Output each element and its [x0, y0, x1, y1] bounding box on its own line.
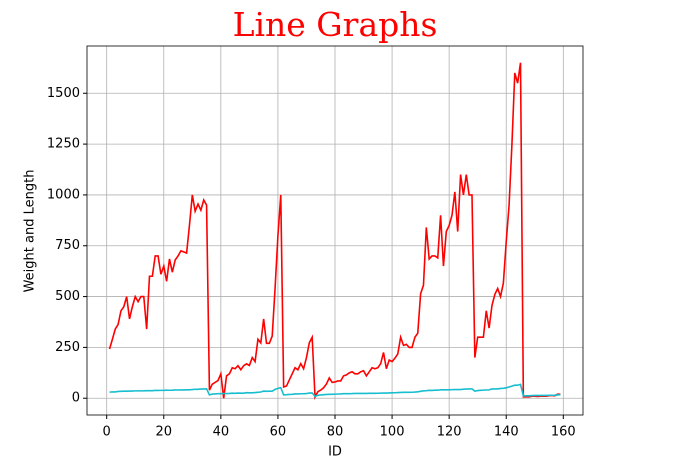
x-tick-label: 80	[327, 425, 344, 440]
y-tick-label: 1000	[47, 187, 80, 202]
chart-title: Line Graphs	[233, 5, 438, 44]
y-tick-label: 1500	[47, 86, 80, 101]
line-series	[108, 62, 561, 400]
y-tick-label: 750	[55, 238, 80, 253]
x-tick-label: 40	[213, 425, 230, 440]
y-tick-label: 0	[72, 391, 80, 406]
x-tick-label: 100	[380, 425, 405, 440]
line-series	[109, 383, 561, 398]
x-axis-label: ID	[328, 445, 342, 460]
x-tick-label: 60	[270, 425, 287, 440]
y-tick-label: 500	[55, 289, 80, 304]
x-tick-label: 160	[551, 425, 576, 440]
y-axis-label: Weight and Length	[23, 170, 38, 293]
x-tick-label: 120	[437, 425, 462, 440]
x-tick-label: 20	[155, 425, 172, 440]
y-tick-label: 250	[55, 340, 80, 355]
x-tick-label: 0	[103, 425, 111, 440]
plot-frame	[86, 45, 584, 416]
y-tick-label: 1250	[47, 137, 80, 152]
x-tick-label: 140	[494, 425, 519, 440]
